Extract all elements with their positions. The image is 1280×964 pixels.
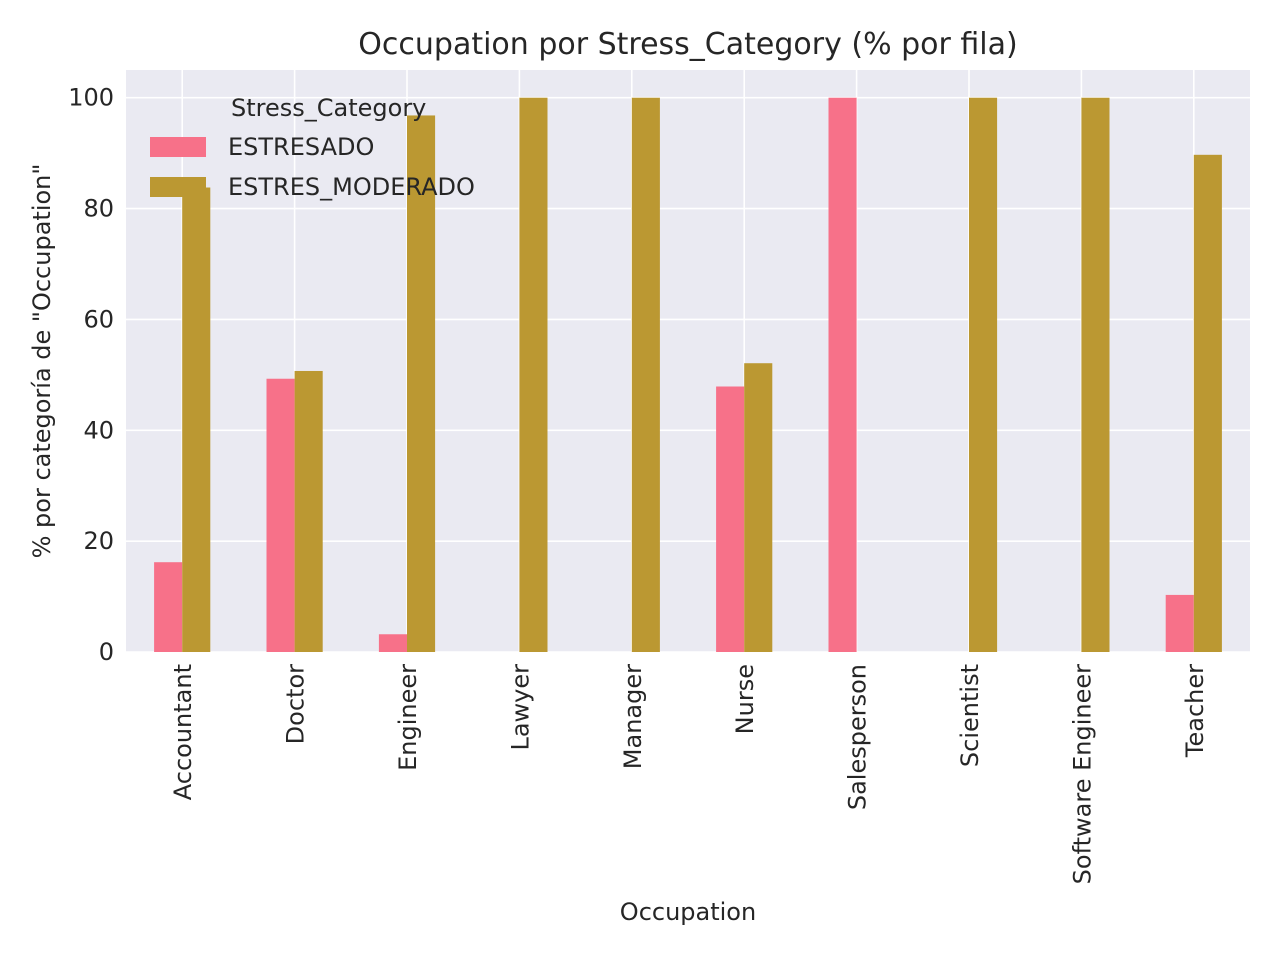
legend-title: Stress_Category — [231, 94, 426, 122]
bar-estresado-nurse — [716, 386, 745, 652]
x-tick-label: Software Engineer — [1068, 664, 1096, 884]
y-tick-label: 20 — [83, 527, 114, 555]
x-tick-label: Nurse — [731, 664, 759, 734]
x-tick-label: Manager — [619, 664, 647, 769]
bar-estresado-accountant — [154, 562, 183, 652]
legend-swatch-estresado — [150, 137, 206, 157]
bar-estres-moderado-doctor — [294, 370, 323, 652]
x-tick-label: Salesperson — [844, 664, 872, 810]
x-tick-label: Scientist — [956, 664, 984, 767]
bar-estres-moderado-software-engineer — [1081, 97, 1110, 652]
x-axis-label: Occupation — [620, 898, 756, 926]
bar-estres-moderado-nurse — [744, 363, 773, 652]
legend-label-estres-moderado: ESTRES_MODERADO — [228, 173, 475, 201]
y-tick-label: 80 — [83, 195, 114, 223]
x-tick-label: Accountant — [169, 664, 197, 800]
y-axis-ticks: 0 20 40 60 80 100 — [68, 84, 114, 666]
x-tick-label: Engineer — [394, 664, 422, 771]
x-tick-label: Teacher — [1181, 664, 1209, 758]
bar-estres-moderado-lawyer — [519, 97, 548, 652]
bar-estres-moderado-scientist — [969, 97, 998, 652]
bar-estres-moderado-engineer — [407, 115, 436, 653]
y-tick-label: 60 — [83, 305, 114, 333]
bar-estresado-teacher — [1165, 594, 1194, 652]
bars — [154, 97, 1222, 653]
bar-estresado-engineer — [378, 634, 407, 652]
legend-swatch-estres-moderado — [150, 177, 206, 197]
bar-estresado-doctor — [266, 378, 295, 652]
y-axis-label: % por categoría de "Occupation" — [28, 164, 56, 559]
bar-estres-moderado-accountant — [182, 187, 211, 652]
x-tick-label: Doctor — [282, 664, 310, 744]
bar-estres-moderado-teacher — [1193, 154, 1222, 652]
chart-title: Occupation por Stress_Category (% por fi… — [358, 27, 1017, 62]
x-axis-ticks: Accountant Doctor Engineer Lawyer Manager Nur… — [169, 664, 1209, 884]
y-tick-label: 0 — [99, 638, 114, 666]
x-tick-label: Lawyer — [506, 664, 534, 751]
legend: Stress_Category ESTRESADO ESTRES_MODERAD… — [150, 94, 475, 201]
y-tick-label: 100 — [68, 84, 114, 112]
y-tick-label: 40 — [83, 416, 114, 444]
bar-estresado-salesperson — [828, 97, 857, 652]
legend-label-estresado: ESTRESADO — [228, 133, 374, 161]
bar-estres-moderado-manager — [631, 97, 660, 652]
